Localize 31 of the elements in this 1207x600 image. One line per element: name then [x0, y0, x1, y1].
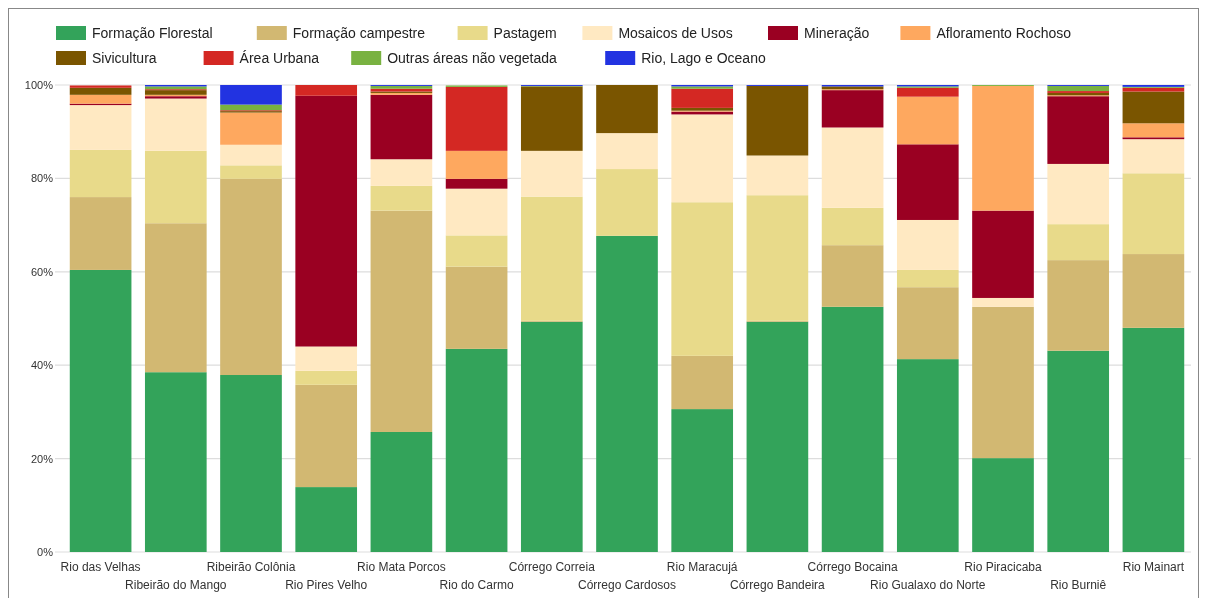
legend-label: Formação Florestal — [92, 25, 213, 41]
x-tick-label: Rio Pires Velho — [285, 578, 368, 592]
x-tick-label: Rio Maracujá — [666, 560, 738, 574]
x-tick-label: Rio Mainart — [1122, 560, 1185, 574]
legend-label: Área Urbana — [239, 50, 320, 66]
legend-label: Mosaicos de Usos — [618, 25, 733, 41]
y-tick-label: 100% — [24, 79, 54, 91]
x-tick-label: Córrego Cardosos — [577, 578, 677, 592]
y-tick-label: 60% — [30, 265, 54, 278]
x-tick-label: Ribeirão do Mango — [125, 578, 227, 592]
legend-label: Mineração — [804, 25, 870, 41]
x-tick-label: Ribeirão Colônia — [206, 560, 296, 574]
x-tick-label: Rio Mata Porcos — [357, 560, 446, 574]
legend-label: Rio, Lago e Oceano — [641, 50, 766, 66]
legend-label: Afloramento Rochoso — [936, 25, 1072, 41]
x-tick-label: Rio Burniê — [1050, 578, 1107, 592]
y-tick-label: 80% — [30, 172, 54, 185]
x-tick-label: Córrego Bocaina — [807, 560, 898, 574]
x-tick-label: Rio das Velhas — [60, 560, 141, 574]
x-tick-label: Córrego Bandeira — [730, 578, 826, 592]
x-tick-label: Rio do Carmo — [439, 578, 514, 592]
x-tick-label: Rio Piracicaba — [964, 560, 1043, 574]
x-tick-label: Rio Gualaxo do Norte — [870, 578, 986, 592]
legend-label: Sivicultura — [92, 50, 157, 66]
legend-label: Outras áreas não vegetada — [387, 50, 558, 66]
y-tick-label: 20% — [30, 452, 54, 465]
legend-label: Pastagem — [493, 25, 557, 41]
x-tick-label: Córrego Correia — [508, 560, 596, 574]
legend-label: Formação campestre — [292, 25, 426, 41]
y-tick-label: 0% — [37, 546, 54, 558]
y-tick-label: 40% — [30, 359, 54, 372]
